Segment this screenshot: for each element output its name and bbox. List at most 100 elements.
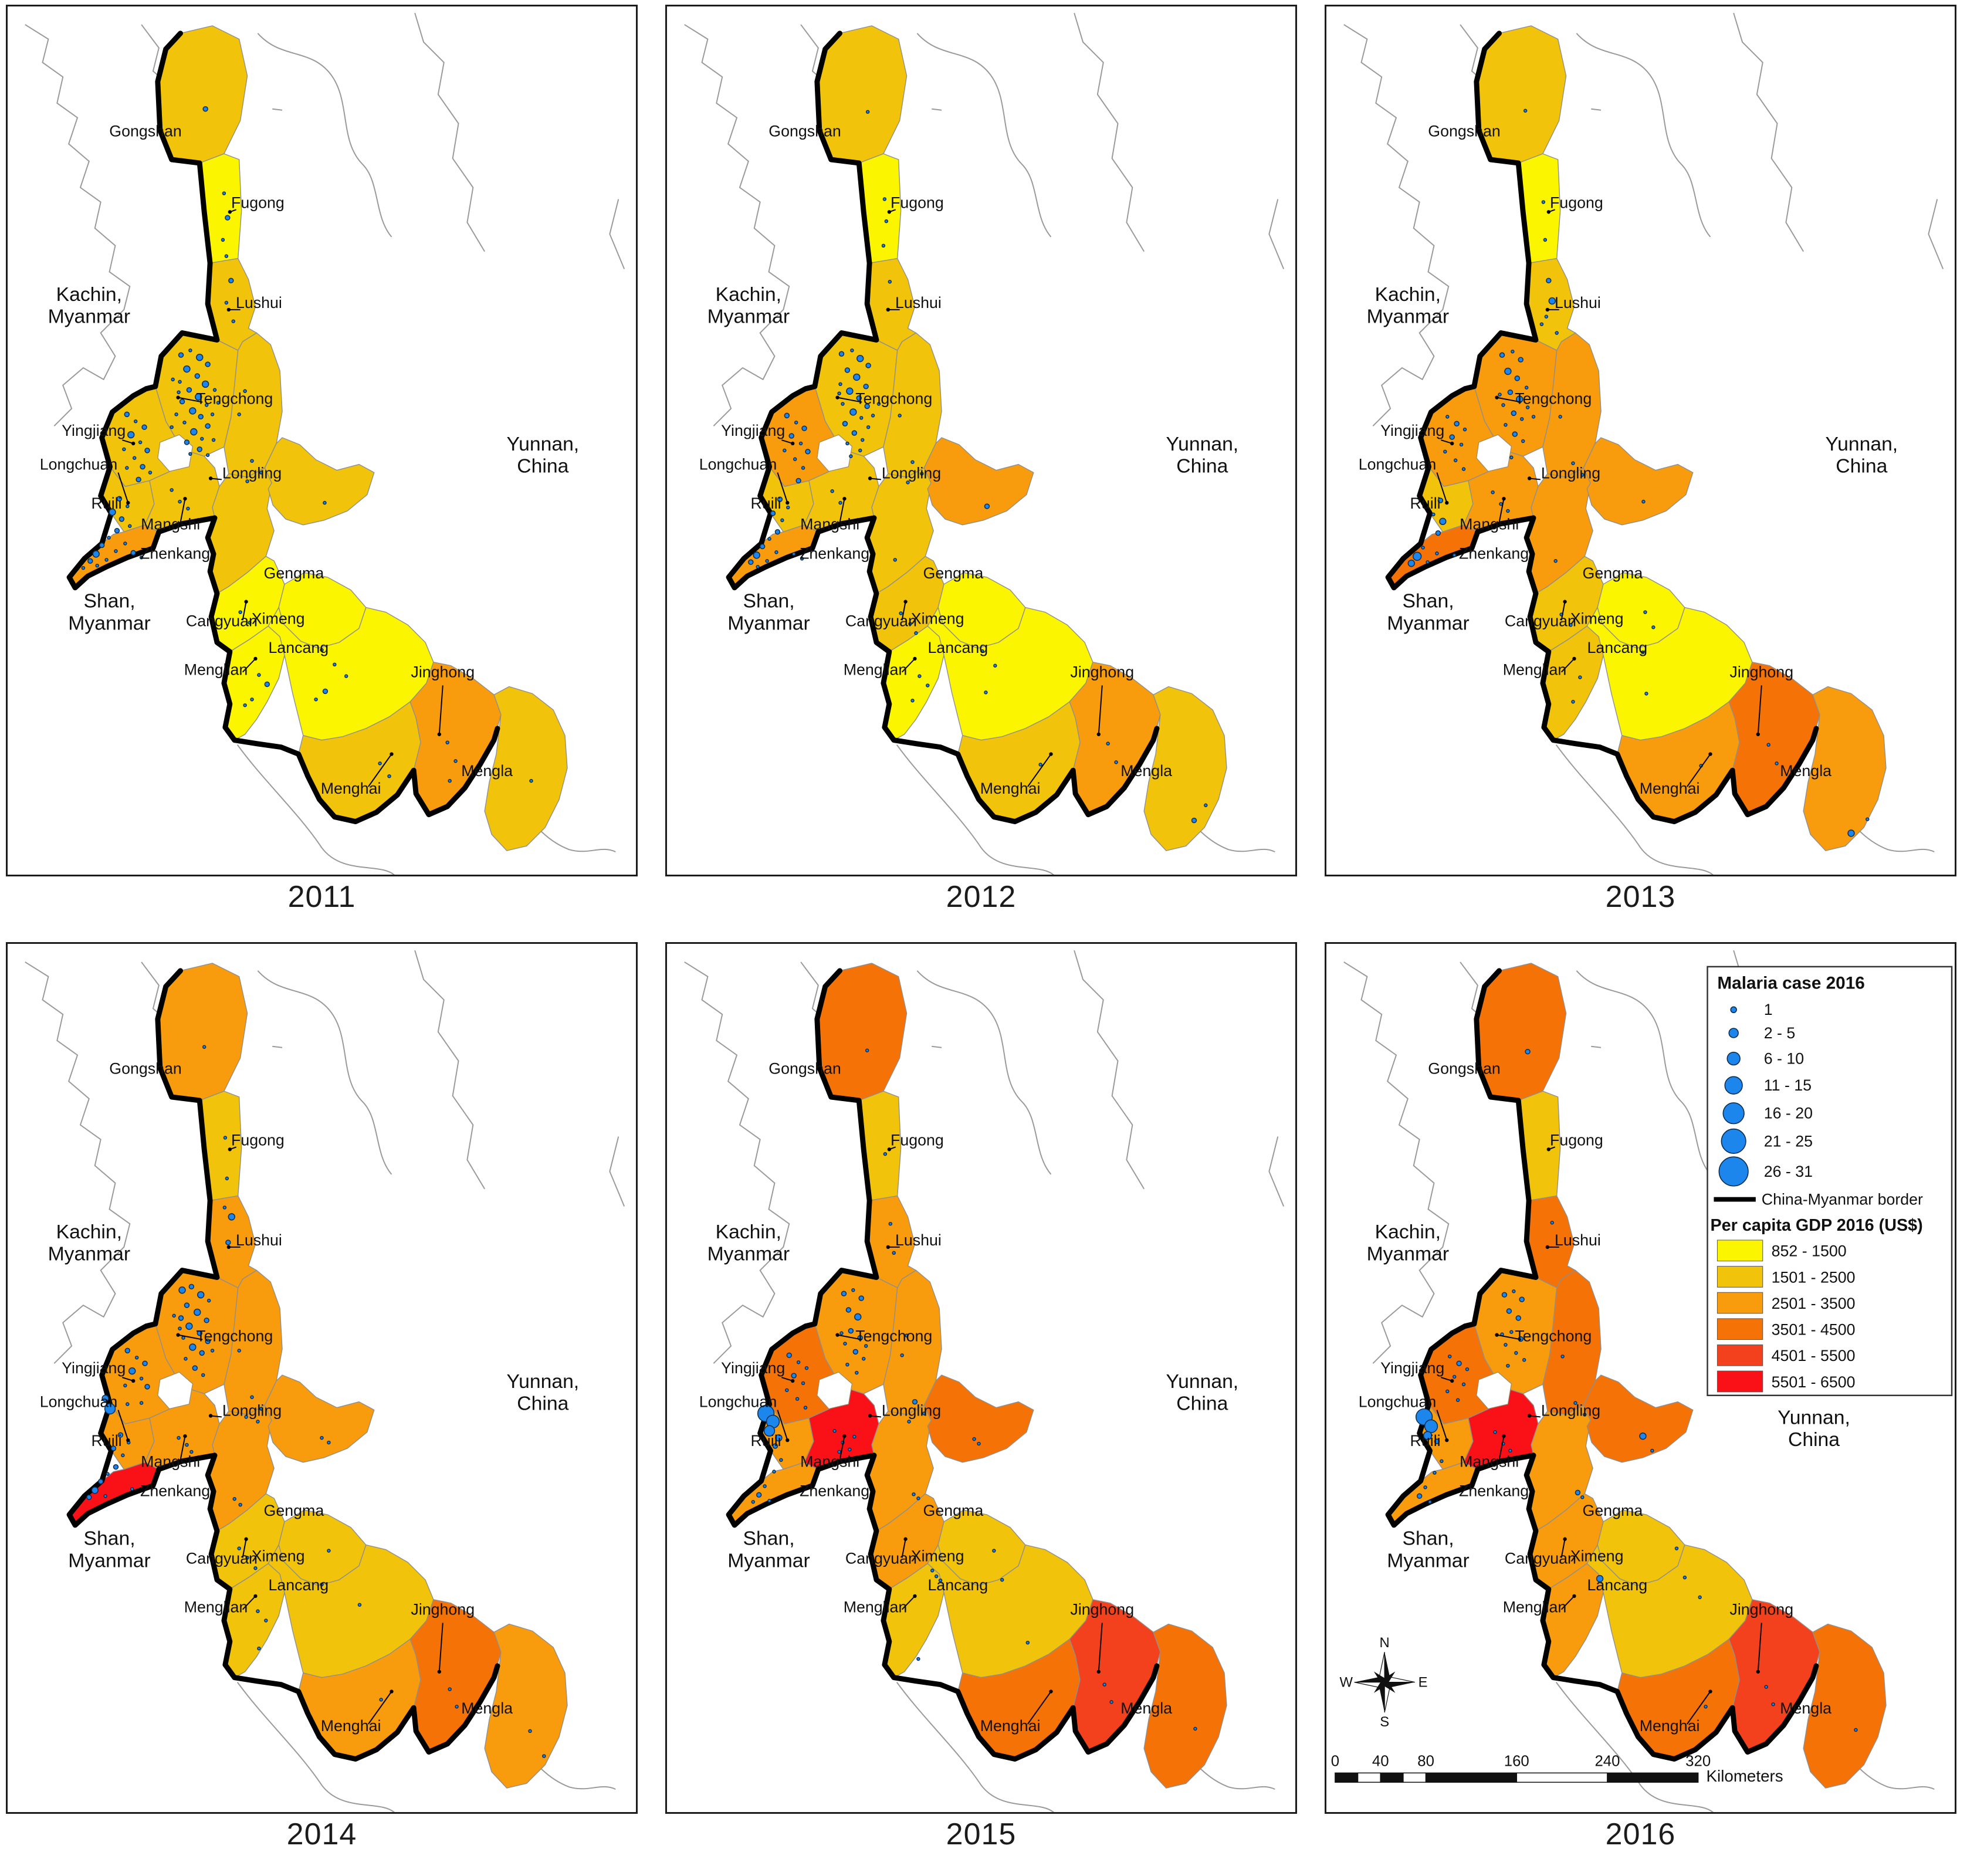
malaria-case-dot	[1424, 1419, 1438, 1433]
malaria-case-dot	[134, 1356, 139, 1360]
label-leader-dot-longchuan	[126, 500, 130, 505]
background-boundary	[414, 950, 486, 1190]
label-leader-mangshi	[1498, 1435, 1505, 1461]
malaria-case-dot	[181, 1336, 185, 1340]
china-myanmar-border	[726, 968, 1160, 1762]
background-boundary	[932, 1045, 942, 1048]
malaria-case-dot	[1437, 497, 1444, 503]
malaria-case-dot	[848, 1328, 854, 1334]
malaria-case-dot	[1522, 1358, 1526, 1362]
malaria-case-dot	[1423, 1431, 1433, 1440]
county-gengma	[264, 437, 375, 526]
malaria-case-dot	[1435, 551, 1439, 556]
malaria-case-dot	[845, 441, 849, 446]
county-label-mangshi: Mangshi	[141, 1453, 200, 1471]
malaria-case-dot	[972, 1437, 976, 1441]
malaria-case-dot	[770, 510, 776, 516]
malaria-case-dot	[184, 1302, 190, 1308]
malaria-case-dot	[1461, 467, 1466, 471]
county-label-lushui: Lushui	[895, 294, 942, 311]
malaria-case-dot	[1523, 109, 1528, 113]
malaria-case-dot	[170, 488, 174, 492]
background-boundary	[25, 24, 131, 426]
county-label-ruili: Ruili	[751, 1432, 781, 1450]
malaria-case-dot	[184, 439, 190, 445]
map-2015: Gongshan Fugong Lushui Tengchong Longling Yin…	[684, 950, 1285, 1812]
malaria-case-dot	[859, 416, 864, 420]
legend-gdp-swatch	[1717, 1344, 1763, 1366]
malaria-case-dot	[1493, 1430, 1497, 1434]
map-frame-2011: Gongshan Fugong Lushui Tengchong Longling Yin…	[6, 5, 638, 876]
malaria-case-dot	[248, 621, 252, 625]
label-leader-dot-longchuan	[786, 500, 790, 505]
label-leader-dot-mangshi	[183, 1434, 187, 1438]
malaria-case-dot	[977, 1441, 981, 1446]
malaria-case-dot	[119, 516, 125, 522]
malaria-case-dot	[327, 1440, 331, 1445]
malaria-case-dot	[323, 500, 327, 505]
background-boundary	[25, 961, 131, 1364]
malaria-case-dot	[202, 1045, 206, 1049]
region-label-shan: Myanmar	[1387, 612, 1469, 634]
malaria-case-dot	[850, 348, 854, 353]
malaria-case-dot	[253, 1566, 258, 1570]
malaria-case-dot	[1650, 1448, 1654, 1453]
malaria-case-dot	[224, 254, 229, 258]
malaria-case-dot	[232, 1497, 236, 1501]
county-label-ximeng: Ximeng	[1570, 609, 1624, 627]
malaria-case-dot	[863, 384, 869, 390]
malaria-case-dot	[1866, 817, 1870, 821]
county-label-ximeng: Ximeng	[911, 609, 964, 627]
malaria-case-dot	[1560, 1354, 1565, 1359]
label-leader-tengchong	[837, 1334, 862, 1340]
label-leader-yingjiang	[122, 439, 134, 444]
malaria-case-dot	[866, 425, 871, 429]
background-boundary	[1576, 970, 1711, 1175]
malaria-case-dot	[1847, 829, 1855, 837]
malaria-case-dot	[865, 110, 870, 114]
malaria-case-dot	[1514, 375, 1520, 381]
malaria-case-dot	[881, 243, 886, 248]
background-boundary	[896, 744, 1055, 875]
map-2011: Gongshan Fugong Lushui Tengchong Longling Yin…	[25, 12, 625, 875]
background-boundary	[916, 970, 1052, 1175]
china-myanmar-border	[726, 31, 1160, 825]
label-leader-cangyuan	[1560, 601, 1566, 621]
label-leader-menglian	[901, 658, 916, 673]
label-leader-dot-tengchong	[835, 1333, 839, 1337]
malaria-case-dot	[1511, 350, 1515, 354]
region-label-kachin: Myanmar	[707, 1243, 790, 1265]
malaria-case-dot	[1674, 1546, 1679, 1550]
malaria-case-dot	[753, 551, 760, 559]
malaria-case-dot	[1509, 1330, 1514, 1334]
label-leader-dot-yingjiang	[131, 1379, 136, 1383]
malaria-case-dot	[205, 1338, 211, 1345]
malaria-case-dot	[1193, 1726, 1197, 1731]
county-label-mengla: Mengla	[461, 1699, 513, 1717]
malaria-case-dot	[130, 550, 136, 556]
malaria-case-dot	[908, 622, 912, 626]
malaria-case-dot	[845, 1362, 849, 1367]
region-label-shan: Shan,	[84, 1528, 136, 1550]
label-leader-mangshi	[180, 1435, 186, 1461]
malaria-case-dot	[984, 503, 990, 509]
malaria-case-dot	[1435, 530, 1441, 536]
malaria-case-dot	[839, 1331, 844, 1335]
malaria-case-dot	[884, 219, 889, 224]
malaria-case-dot	[793, 457, 797, 461]
malaria-case-dot	[1455, 1398, 1460, 1402]
county-label-cangyuan: Cangyuan	[186, 1549, 258, 1567]
malaria-case-dot	[107, 536, 111, 540]
label-leader-dot-menghai	[1049, 1689, 1053, 1694]
malaria-case-dot	[1498, 392, 1502, 397]
malaria-case-dot	[1698, 1595, 1702, 1600]
county-mengla	[484, 686, 568, 851]
label-leader-dot-menglian	[253, 656, 258, 661]
label-leader-dot-jinghong	[1096, 1670, 1101, 1674]
malaria-case-dot	[888, 1221, 893, 1226]
malaria-case-dot	[188, 348, 192, 353]
malaria-case-dot	[177, 1435, 181, 1440]
malaria-case-dot	[106, 1472, 110, 1476]
malaria-case-dot	[204, 1318, 209, 1323]
panel-2013: Gongshan Fugong Lushui Tengchong Longling Yin…	[1325, 5, 1956, 939]
